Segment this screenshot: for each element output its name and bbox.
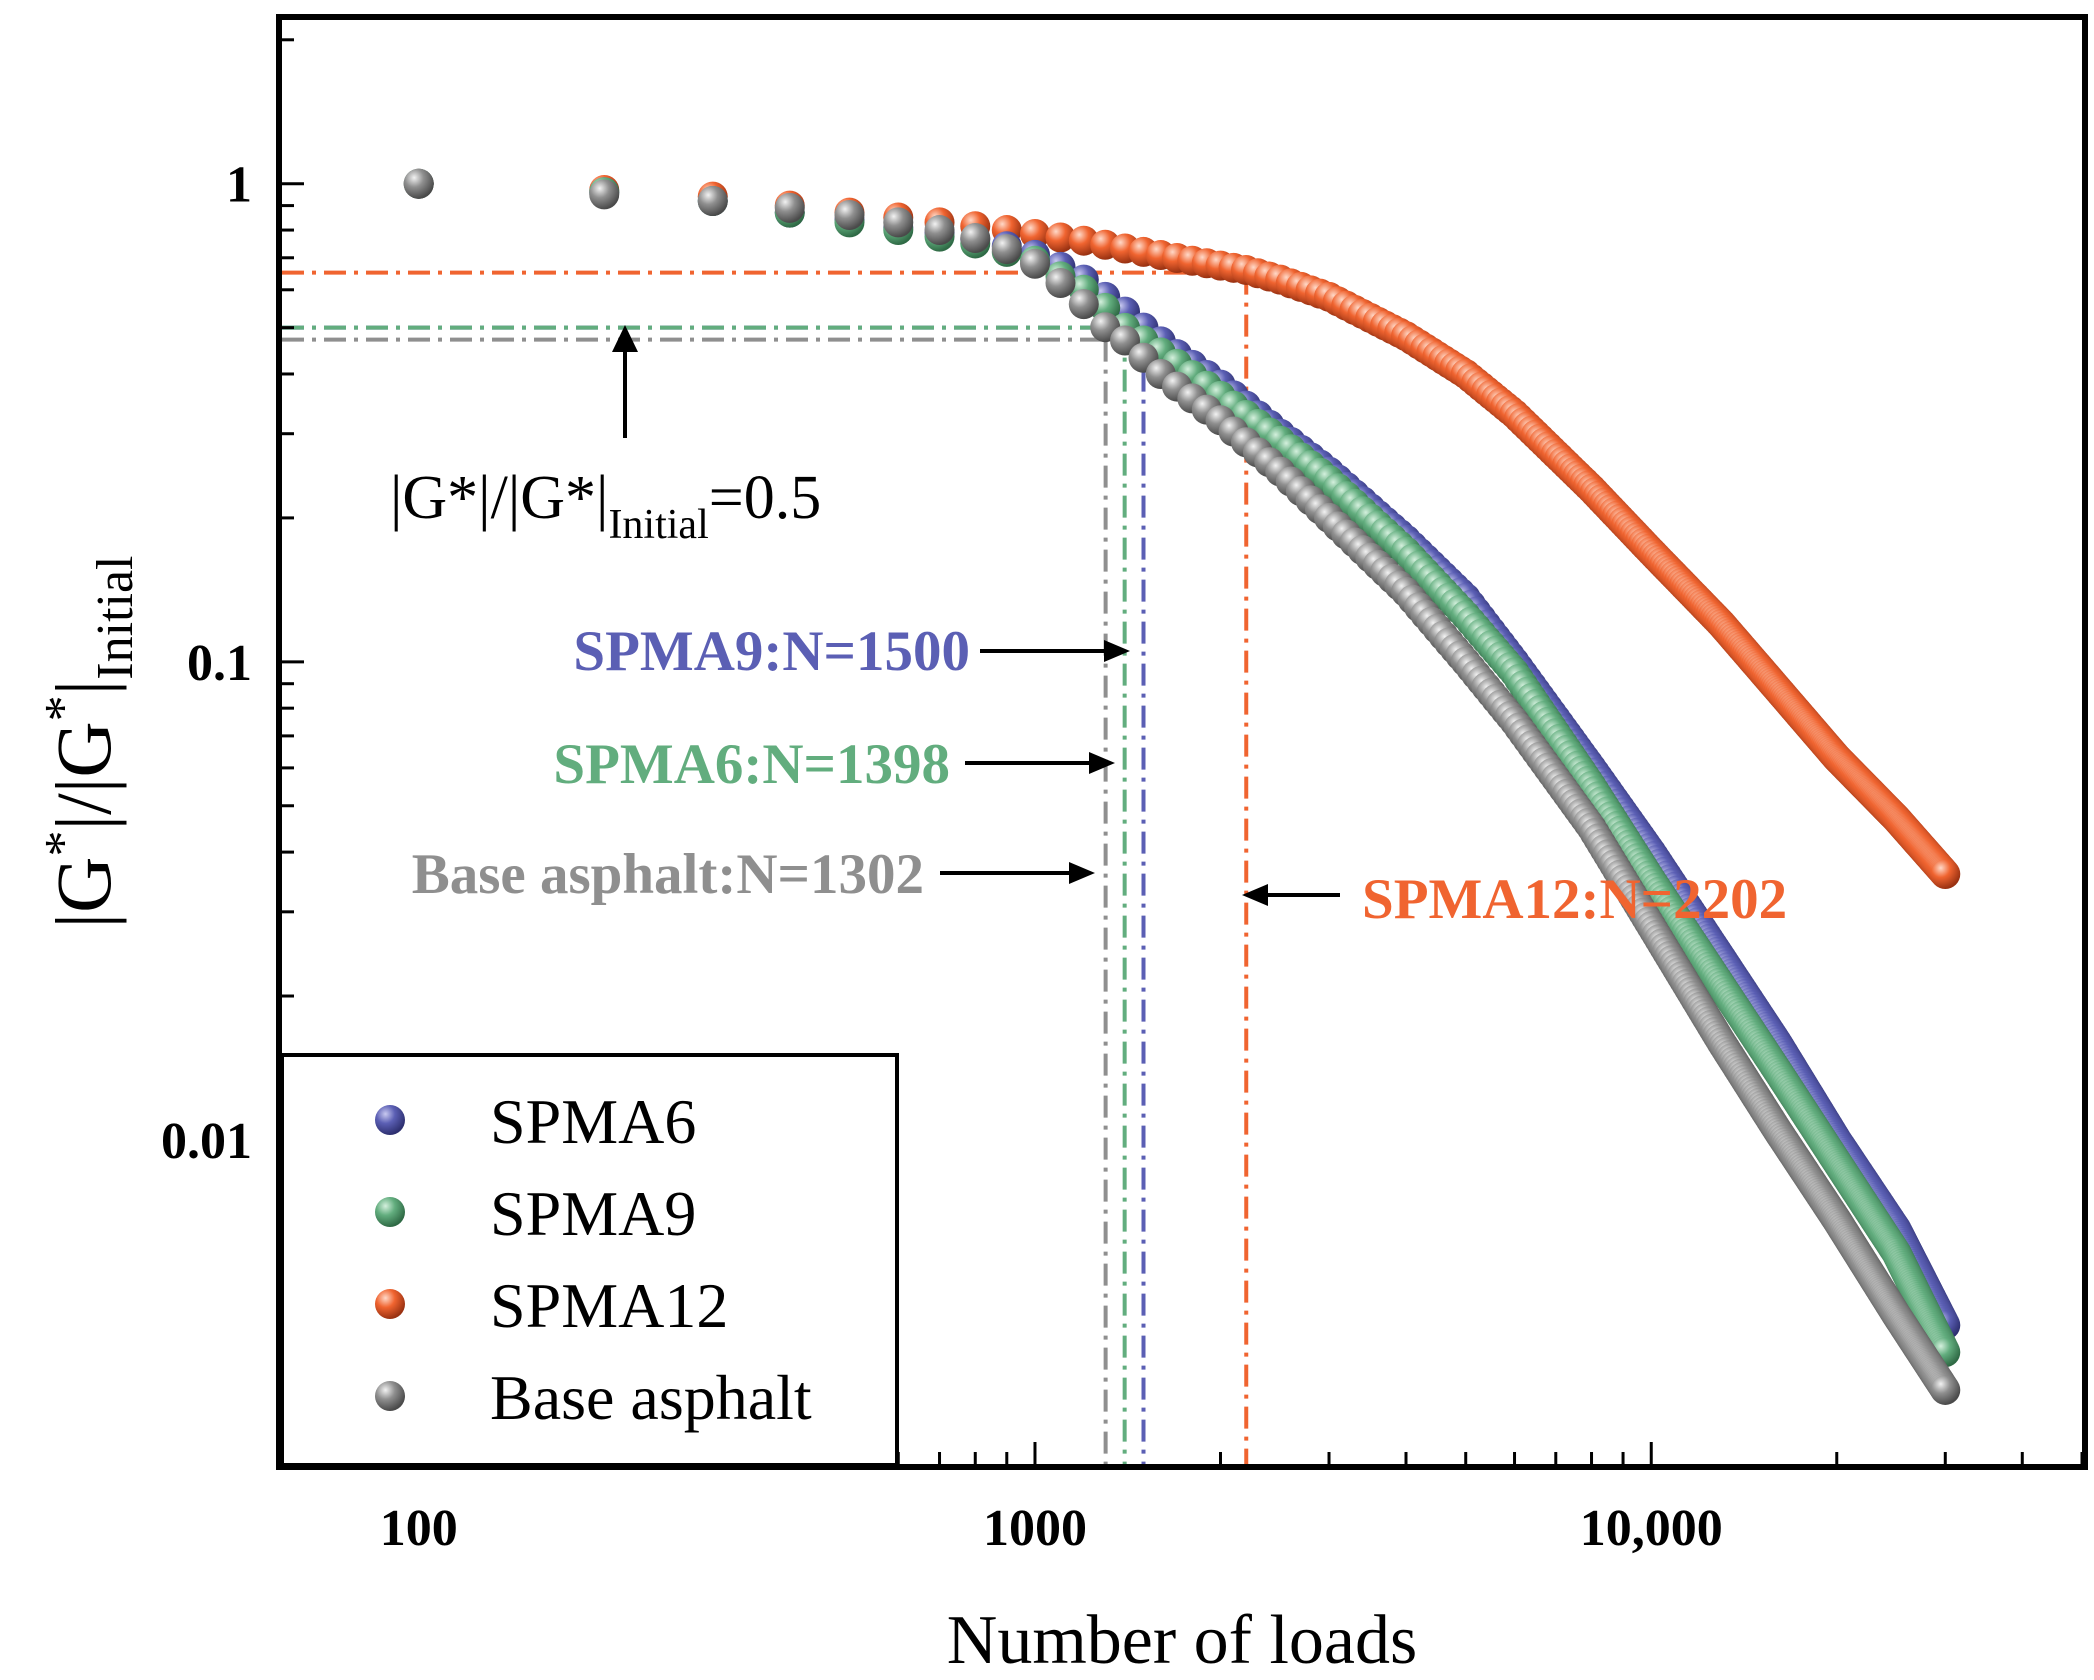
- data-point-spma12: [1930, 858, 1961, 889]
- y-axis-title-sub: Initial: [87, 556, 144, 680]
- legend-marker-spma12: [375, 1289, 405, 1319]
- y-axis-title-sup2: *: [35, 695, 92, 721]
- data-point-base-asphalt: [1019, 248, 1050, 279]
- y-axis-title-mid: |/|G: [40, 721, 127, 830]
- data-point-base-asphalt: [960, 222, 991, 253]
- x-axis-title: Number of loads: [947, 1602, 1417, 1679]
- annotation-base-arrowhead: [1069, 862, 1095, 884]
- data-point-spma12: [1019, 218, 1050, 249]
- legend-marker-spma6: [375, 1105, 405, 1135]
- annotation-spma9: SPMA9:N=1500: [573, 620, 970, 683]
- annotation-spma9-arrowhead: [1104, 640, 1130, 662]
- data-point-base-asphalt: [991, 234, 1022, 265]
- series-spma12: [403, 168, 1961, 889]
- y-axis-title-sup: *: [35, 831, 92, 857]
- data-point-base-asphalt: [1068, 289, 1099, 320]
- x-tick-label: 10,000: [1580, 1500, 1723, 1557]
- annotation-spma6-arrowhead: [1089, 752, 1115, 774]
- threshold-label-sub: Initial: [608, 502, 708, 548]
- data-point-spma12: [1045, 222, 1076, 253]
- threshold-label: |G*|/|G*|Initial=0.5: [390, 464, 821, 548]
- annotation-spma12: SPMA12:N=2202: [1362, 868, 1787, 931]
- legend-label-base: Base asphalt: [490, 1362, 812, 1433]
- legend-label-spma9: SPMA9: [490, 1178, 696, 1249]
- legend-label-spma6: SPMA6: [490, 1086, 696, 1157]
- series-layer: [403, 168, 1961, 1405]
- threshold-arrowhead: [612, 325, 638, 352]
- data-point-base-asphalt: [697, 186, 728, 217]
- legend: SPMA6 SPMA9 SPMA12 Base asphalt: [280, 1053, 899, 1467]
- y-tick-label: 0.1: [187, 635, 252, 692]
- y-tick-label: 1: [226, 157, 252, 214]
- data-point-base-asphalt: [883, 207, 914, 238]
- legend-marker-spma9: [375, 1197, 405, 1227]
- data-point-base-asphalt: [1045, 267, 1076, 298]
- x-tick-label: 100: [380, 1500, 458, 1557]
- series-base-asphalt: [403, 168, 1961, 1405]
- threshold-label-value: =0.5: [709, 464, 821, 532]
- annotation-spma6: SPMA6:N=1398: [553, 733, 950, 796]
- data-point-base-asphalt: [403, 168, 434, 199]
- n50-annotations: SPMA9:N=1500 SPMA6:N=1398 Base asphalt:N…: [412, 620, 1787, 931]
- legend-marker-base: [375, 1381, 405, 1411]
- data-point-base-asphalt: [589, 179, 620, 210]
- threshold-annotation: |G*|/|G*|Initial=0.5: [390, 325, 821, 548]
- data-point-base-asphalt: [774, 192, 805, 223]
- data-point-base-asphalt: [834, 200, 865, 231]
- data-point-base-asphalt: [924, 215, 955, 246]
- axis-ticks: 100 1000 10,000 1 0.1 0.01: [161, 38, 2084, 1557]
- annotation-spma12-arrowhead: [1242, 884, 1268, 906]
- y-axis-title-close: |: [40, 680, 127, 696]
- data-point-base-asphalt: [1930, 1374, 1961, 1405]
- annotation-base: Base asphalt:N=1302: [412, 843, 924, 906]
- plot-area: [276, 14, 2088, 1470]
- legend-label-spma12: SPMA12: [490, 1270, 728, 1341]
- x-tick-label: 1000: [983, 1500, 1087, 1557]
- y-axis-title: |G*|/|G*|Initial: [35, 556, 144, 929]
- y-tick-label: 0.01: [161, 1113, 252, 1170]
